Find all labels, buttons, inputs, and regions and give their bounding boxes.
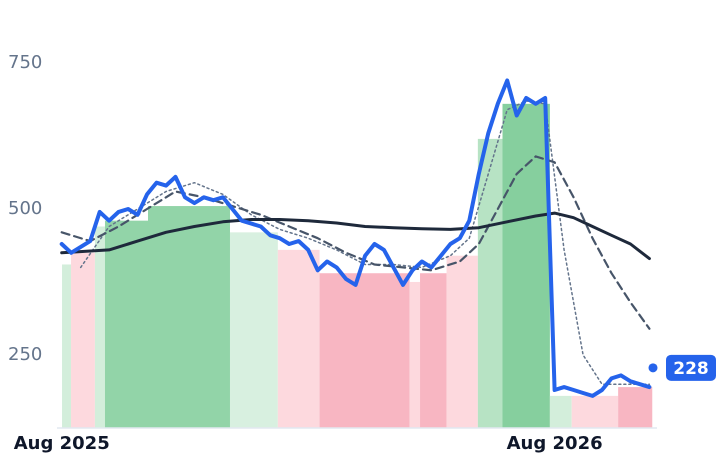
volume-band bbox=[94, 226, 105, 428]
y-tick-label: 250 bbox=[8, 344, 42, 365]
y-tick-label: 750 bbox=[8, 52, 42, 73]
x-tick-label: Aug 2026 bbox=[507, 433, 603, 454]
volume-band bbox=[571, 395, 619, 428]
price-line bbox=[59, 78, 652, 398]
x-tick-label: Aug 2025 bbox=[14, 433, 110, 454]
volume-band bbox=[147, 206, 230, 428]
volume-band bbox=[409, 281, 421, 428]
last-price-badge bbox=[666, 354, 716, 381]
volume-band bbox=[549, 395, 572, 428]
volume-band bbox=[229, 232, 278, 428]
volume-band bbox=[618, 387, 653, 428]
y-tick-label: 500 bbox=[8, 198, 42, 219]
last-price-dot bbox=[648, 363, 658, 373]
volume-band bbox=[71, 252, 95, 428]
volume-band bbox=[62, 264, 72, 428]
volume-band bbox=[446, 255, 478, 428]
price-line bbox=[79, 100, 651, 385]
price-line bbox=[60, 155, 651, 330]
volume-band bbox=[502, 103, 550, 428]
price-line bbox=[60, 211, 651, 261]
volume-band bbox=[319, 273, 410, 428]
volume-band bbox=[420, 273, 447, 428]
volume-band bbox=[277, 249, 320, 428]
last-price-label: 228 bbox=[673, 359, 709, 379]
volume-band bbox=[477, 138, 503, 429]
volume-band bbox=[104, 220, 148, 428]
